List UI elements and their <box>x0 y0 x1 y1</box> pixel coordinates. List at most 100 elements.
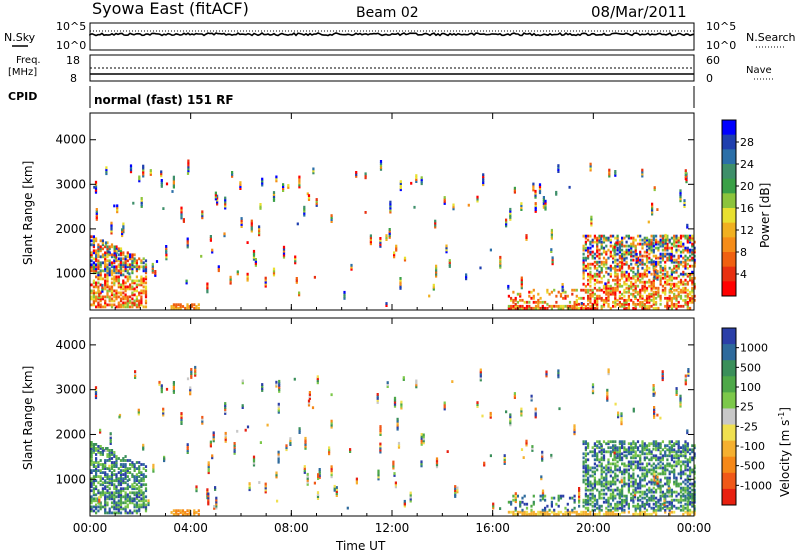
scatter-cell <box>278 386 281 389</box>
scatter-cell <box>212 431 215 435</box>
scatter-cell <box>673 510 676 514</box>
scatter-cell <box>289 443 292 446</box>
scatter-cell <box>679 488 683 492</box>
scatter-cell <box>231 171 234 174</box>
scatter-cell <box>186 306 189 310</box>
scatter-cell <box>272 273 276 277</box>
scatter-cell <box>92 279 95 283</box>
scatter-cell <box>686 474 689 478</box>
scatter-cell <box>201 417 204 421</box>
colorbar-tick-label: 8 <box>740 246 747 259</box>
scatter-cell <box>587 272 590 276</box>
scatter-cell <box>520 286 523 290</box>
scatter-cell <box>609 482 612 486</box>
scatter-cell <box>641 452 644 456</box>
scatter-cell <box>530 504 533 508</box>
scatter-cell <box>614 488 617 492</box>
scatter-cell <box>555 294 558 298</box>
scatter-cell <box>224 438 227 441</box>
scatter-cell <box>600 280 603 284</box>
scatter-cell <box>643 506 646 510</box>
scatter-cell <box>90 297 93 301</box>
sky-panel-frame <box>89 22 695 51</box>
scatter-cell <box>693 298 696 302</box>
scatter-cell <box>618 506 621 510</box>
scatter-cell <box>259 207 262 210</box>
scatter-cell <box>659 484 662 488</box>
scatter-cell <box>633 491 637 495</box>
scatter-cell <box>623 298 626 302</box>
scatter-cell <box>499 263 502 267</box>
scatter-cell <box>152 469 155 473</box>
scatter-cell <box>129 463 132 466</box>
scatter-cell <box>328 452 331 456</box>
scatter-cell <box>113 255 116 259</box>
scatter-cell <box>655 504 658 508</box>
scatter-cell <box>636 504 640 508</box>
scatter-cell <box>661 254 664 258</box>
scatter-cell <box>162 407 165 411</box>
scatter-cell <box>99 445 102 448</box>
scatter-cell <box>659 496 662 500</box>
scatter-cell <box>693 240 696 244</box>
scatter-cell <box>131 305 134 309</box>
scatter-cell <box>650 240 653 244</box>
scatter-cell <box>110 303 114 307</box>
scatter-cell <box>95 475 98 478</box>
scatter-cell <box>627 504 630 508</box>
scatter-cell <box>133 261 136 265</box>
scatter-cell <box>138 461 141 464</box>
scatter-cell <box>612 292 615 296</box>
scatter-cell <box>668 238 671 242</box>
scatter-cell <box>571 292 574 296</box>
scatter-cell <box>97 287 100 291</box>
scatter-cell <box>625 450 628 454</box>
scatter-cell <box>113 465 116 468</box>
scatter-cell <box>614 304 617 308</box>
scatter-cell <box>607 486 610 490</box>
scatter-cell <box>140 505 143 509</box>
scatter-cell <box>643 236 646 240</box>
scatter-cell <box>379 431 382 434</box>
scatter-cell <box>95 267 98 271</box>
scatter-cell <box>119 479 123 483</box>
scatter-cell <box>670 502 673 506</box>
scatter-cell <box>118 415 121 419</box>
scatter-cell <box>670 504 673 508</box>
scatter-cell <box>675 266 678 270</box>
scatter-cell <box>95 271 98 275</box>
scatter-cell <box>278 379 281 383</box>
scatter-cell <box>684 488 687 492</box>
scatter-cell <box>623 270 626 274</box>
scatter-cell <box>648 244 651 248</box>
scatter-cell <box>605 262 608 266</box>
scatter-cell <box>98 296 101 299</box>
scatter-cell <box>200 254 203 258</box>
scatter-cell <box>670 306 673 310</box>
scatter-cell <box>144 259 148 263</box>
scatter-cell <box>677 286 680 290</box>
scatter-cell <box>193 306 196 310</box>
scatter-cell <box>621 242 624 246</box>
scatter-cell <box>101 253 104 257</box>
scatter-cell <box>364 174 367 178</box>
scatter-cell <box>108 295 111 299</box>
scatter-cell <box>122 226 125 230</box>
scatter-cell <box>108 455 111 458</box>
scatter-cell <box>605 284 608 288</box>
scatter-cell <box>686 476 689 480</box>
scatter-cell <box>645 238 649 242</box>
scatter-cell <box>607 298 610 302</box>
scatter-cell <box>598 248 601 252</box>
scatter-cell <box>620 416 623 420</box>
scatter-cell <box>689 234 692 238</box>
scatter-cell <box>641 440 644 444</box>
scatter-cell <box>108 299 111 303</box>
scatter-cell <box>557 510 560 514</box>
scatter-cell <box>505 222 508 226</box>
scatter-cell <box>627 284 630 288</box>
scatter-cell <box>673 472 676 476</box>
scatter-cell <box>122 459 125 462</box>
scatter-cell <box>110 265 114 269</box>
scatter-cell <box>616 474 619 478</box>
